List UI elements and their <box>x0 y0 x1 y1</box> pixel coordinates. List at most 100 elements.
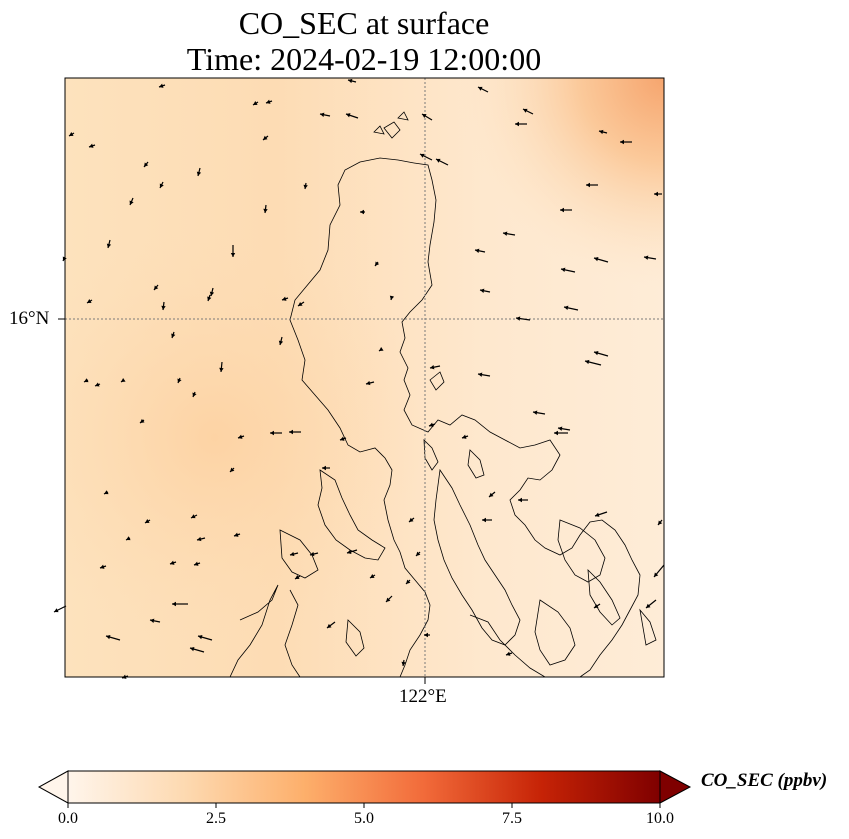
wind-vector-head <box>84 378 89 383</box>
wind-vector-head <box>482 517 486 523</box>
wind-vector-head <box>422 114 427 118</box>
wind-vector-head <box>295 575 300 579</box>
wind-vector-head <box>87 299 92 303</box>
wind-vector-head <box>270 430 274 436</box>
wind-vector-head <box>478 372 483 377</box>
wind-vector-head <box>533 410 538 415</box>
colorbar-tick-label: 0.0 <box>58 810 78 827</box>
wind-vector-head <box>366 380 371 386</box>
wind-vector-head <box>192 392 197 397</box>
wind-vector-head <box>298 301 303 306</box>
wind-vector-head <box>144 162 149 167</box>
wind-vector-head <box>140 418 145 423</box>
wind-vector-head <box>389 295 395 300</box>
wind-vector-head <box>430 365 435 370</box>
lon-label-122e: 122°E <box>399 686 447 707</box>
wind-vector-head <box>126 536 131 541</box>
wind-vector-head <box>379 346 384 351</box>
wind-vector-head <box>278 340 284 345</box>
wind-vector-head <box>89 143 94 148</box>
wind-vector-head <box>515 121 519 127</box>
colorbar-over-extension <box>659 770 692 804</box>
colorbar-tick-label: 7.5 <box>502 810 522 827</box>
wind-vector-head <box>406 579 411 584</box>
wind-vector-head <box>161 305 166 310</box>
wind-vector-head <box>154 285 159 290</box>
wind-vector-head <box>303 184 308 189</box>
concentration-field-northeast-maximum <box>65 78 664 677</box>
wind-vector-head <box>95 382 100 387</box>
wind-vector-head <box>595 512 600 517</box>
wind-vector-head <box>436 158 441 163</box>
wind-vector-head <box>209 291 215 296</box>
wind-vector-head <box>346 113 351 118</box>
wind-vector-head <box>429 422 434 427</box>
wind-vector-head <box>475 248 480 253</box>
wind-vector-head <box>503 231 508 236</box>
wind-vector-head <box>561 267 566 272</box>
wind-vector-head <box>322 465 326 471</box>
wind-vector-head <box>462 434 467 439</box>
wind-vector-head <box>238 434 243 439</box>
wind-vector-head <box>644 255 649 260</box>
wind-vector-head <box>560 207 564 213</box>
wind-vector-head <box>420 153 425 158</box>
wind-vector-head <box>506 651 511 656</box>
wind-vector-head <box>207 296 212 301</box>
wind-vector-head <box>424 632 428 638</box>
wind-vector-head <box>327 623 332 628</box>
wind-vector-head <box>594 256 599 262</box>
colorbar-tick-label: 2.5 <box>206 810 226 827</box>
wind-vector-head <box>480 288 485 293</box>
colorbar-tick-label: 10.0 <box>646 810 674 827</box>
wind-vector-head <box>375 261 380 266</box>
wind-vector-head <box>191 514 196 519</box>
wind-vector-head <box>197 536 202 542</box>
wind-vector-head <box>360 209 364 215</box>
colorbar-label: CO_SEC (ppbv) <box>701 770 828 791</box>
colorbar-gradient <box>67 770 661 804</box>
wind-vector-head <box>409 517 414 522</box>
wind-vector-head <box>320 112 325 117</box>
wind-vectors <box>53 78 665 679</box>
wind-vector-head <box>100 564 105 569</box>
lat-label-16n: 16°N <box>9 308 50 329</box>
wind-vector-head <box>172 601 176 607</box>
wind-vector-head <box>310 551 315 557</box>
wind-vector-head <box>253 101 258 105</box>
wind-vector-head <box>129 200 134 205</box>
wind-vector-head <box>263 208 268 213</box>
wind-vector-head <box>594 603 599 608</box>
wind-vector-head <box>159 183 164 188</box>
wind-vector-head <box>564 305 569 310</box>
wind-vector-head <box>585 359 590 365</box>
wind-vector-head <box>523 108 528 113</box>
wind-vector-head <box>177 378 182 383</box>
wind-vector-head <box>69 132 74 136</box>
wind-vector-head <box>599 129 604 135</box>
wind-vector-head <box>219 367 224 372</box>
wind-vector-head <box>586 182 590 188</box>
wind-vector-head <box>594 350 599 356</box>
colorbar-tick-label: 5.0 <box>354 810 374 827</box>
wind-vector-head <box>150 618 155 623</box>
wind-vector-head <box>54 608 59 613</box>
wind-vector-head <box>196 171 202 176</box>
wind-vector-head <box>620 139 624 145</box>
wind-vector-head <box>266 99 271 104</box>
map-title-line1: CO_SEC at surface <box>238 5 490 41</box>
wind-vector-head <box>159 83 164 88</box>
wind-vector-head <box>171 333 176 338</box>
wind-vector-head <box>401 661 406 666</box>
wind-vector-head <box>658 520 663 525</box>
wind-vector-head <box>654 572 659 577</box>
wind-vector-head <box>416 551 421 556</box>
wind-vector-head <box>145 519 150 523</box>
wind-vector-head <box>190 646 195 652</box>
wind-vector-head <box>554 430 558 436</box>
wind-vector-head <box>170 560 175 565</box>
wind-vector-head <box>370 574 375 578</box>
wind-vector-head <box>386 597 391 602</box>
wind-vector-head <box>282 296 287 301</box>
wind-vector-head <box>478 86 483 91</box>
